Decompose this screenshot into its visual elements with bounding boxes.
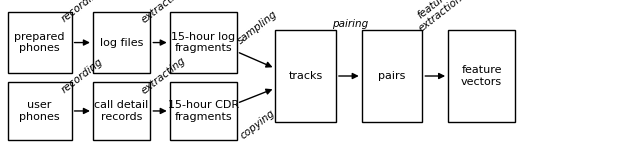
Text: copying: copying xyxy=(238,108,276,141)
Text: extracting: extracting xyxy=(139,56,188,96)
FancyBboxPatch shape xyxy=(8,12,72,73)
Text: prepared
phones: prepared phones xyxy=(15,32,65,53)
Text: feature
vectors: feature vectors xyxy=(461,65,502,87)
Text: tracks: tracks xyxy=(289,71,323,81)
FancyBboxPatch shape xyxy=(170,82,237,140)
Text: call detail
records: call detail records xyxy=(95,100,148,122)
Text: sampling: sampling xyxy=(236,9,279,46)
FancyBboxPatch shape xyxy=(93,82,150,140)
FancyBboxPatch shape xyxy=(275,30,336,122)
Text: 15-hour CDR
fragments: 15-hour CDR fragments xyxy=(168,100,239,122)
FancyBboxPatch shape xyxy=(362,30,422,122)
FancyBboxPatch shape xyxy=(8,82,72,140)
Text: recording: recording xyxy=(60,57,104,95)
FancyBboxPatch shape xyxy=(93,12,150,73)
FancyBboxPatch shape xyxy=(170,12,237,73)
Text: pairing: pairing xyxy=(332,19,368,29)
FancyBboxPatch shape xyxy=(448,30,515,122)
Text: feature
extraction: feature extraction xyxy=(410,0,465,34)
Text: 15-hour log
fragments: 15-hour log fragments xyxy=(171,32,236,53)
Text: recording: recording xyxy=(60,0,104,24)
Text: extracting: extracting xyxy=(139,0,188,25)
Text: log files: log files xyxy=(100,38,143,48)
Text: pairs: pairs xyxy=(378,71,406,81)
Text: user
phones: user phones xyxy=(19,100,60,122)
